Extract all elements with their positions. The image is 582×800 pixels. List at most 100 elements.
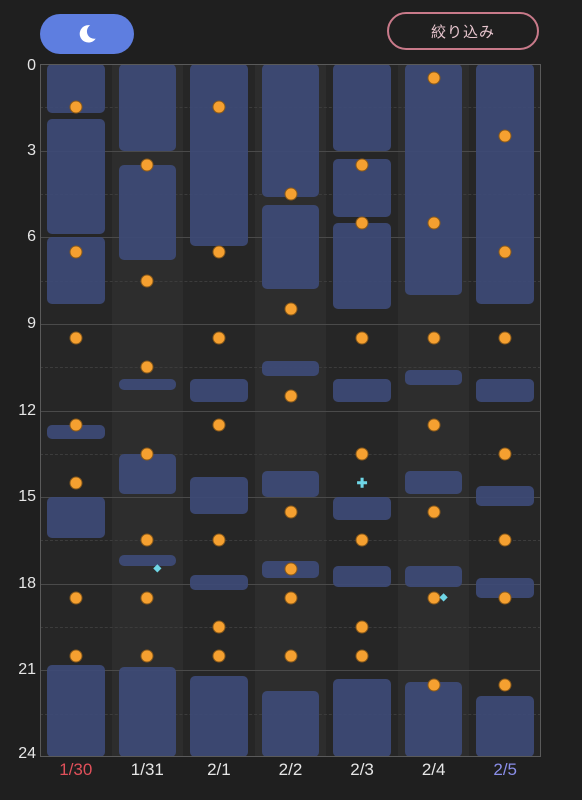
y-axis-label: 24 <box>18 745 36 762</box>
feed-dot[interactable] <box>284 389 297 403</box>
cross-marker-icon[interactable]: ✚ <box>356 475 368 491</box>
feed-dot[interactable] <box>212 649 226 663</box>
feed-dot[interactable] <box>284 562 297 576</box>
sleep-block[interactable] <box>190 64 248 246</box>
feed-dot[interactable] <box>284 302 297 316</box>
feed-dot[interactable] <box>212 100 226 114</box>
feed-dot[interactable] <box>355 331 369 345</box>
sleep-block[interactable] <box>476 485 534 506</box>
sleep-block[interactable] <box>261 64 320 197</box>
sleep-block[interactable] <box>261 690 320 757</box>
feed-dot[interactable] <box>355 533 369 547</box>
feed-dot[interactable] <box>69 418 83 432</box>
sleep-block[interactable] <box>333 566 391 587</box>
sleep-block[interactable] <box>404 566 463 587</box>
day-label: 2/4 <box>421 760 446 779</box>
sleep-block[interactable] <box>333 378 391 402</box>
sleep-block[interactable] <box>47 664 105 757</box>
feed-dot[interactable] <box>498 591 512 605</box>
sleep-block[interactable] <box>261 471 320 498</box>
feed-dot[interactable] <box>284 649 297 663</box>
sleep-block[interactable] <box>118 378 177 391</box>
feed-dot[interactable] <box>427 418 441 432</box>
y-axis-label: 6 <box>27 228 36 246</box>
sleep-block[interactable] <box>404 64 463 295</box>
feed-dot[interactable] <box>427 71 441 85</box>
feed-dot[interactable] <box>140 591 154 605</box>
feed-dot[interactable] <box>355 447 369 461</box>
sleep-block[interactable] <box>476 64 534 304</box>
day-label: 2/2 <box>278 760 303 779</box>
sleep-block[interactable] <box>118 165 177 261</box>
sleep-block[interactable] <box>190 476 248 515</box>
sleep-block[interactable] <box>476 378 534 402</box>
feed-dot[interactable] <box>212 533 226 547</box>
feed-dot[interactable] <box>427 505 441 519</box>
feed-dot[interactable] <box>212 245 226 259</box>
grid-line-minor <box>40 453 541 455</box>
sleep-block[interactable] <box>261 205 320 290</box>
sleep-block[interactable] <box>476 696 534 757</box>
sleep-block[interactable] <box>404 681 463 757</box>
feed-dot[interactable] <box>427 678 441 692</box>
grid-line-minor <box>40 627 541 629</box>
sleep-block[interactable] <box>333 679 391 757</box>
feed-dot[interactable] <box>69 591 83 605</box>
feed-dot[interactable] <box>427 331 441 345</box>
feed-dot[interactable] <box>498 678 512 692</box>
feed-dot[interactable] <box>140 274 154 288</box>
feed-dot[interactable] <box>140 533 154 547</box>
sleep-block[interactable] <box>47 118 105 235</box>
sleep-block[interactable] <box>118 64 177 151</box>
sleep-block[interactable] <box>118 453 177 495</box>
grid-line <box>40 410 541 412</box>
sleep-block[interactable] <box>476 577 534 599</box>
sleep-block[interactable] <box>190 575 248 590</box>
feed-dot[interactable] <box>498 129 512 143</box>
feed-dot[interactable] <box>69 100 83 114</box>
sleep-block[interactable] <box>333 222 391 310</box>
feed-dot[interactable] <box>284 591 297 605</box>
y-axis-label: 9 <box>27 314 36 332</box>
feed-dot[interactable] <box>427 591 441 605</box>
feed-dot[interactable] <box>355 620 369 634</box>
feed-dot[interactable] <box>212 620 226 634</box>
feed-dot[interactable] <box>284 505 297 519</box>
sleep-block[interactable] <box>118 554 177 567</box>
sleep-block[interactable] <box>190 378 248 402</box>
night-mode-toggle[interactable] <box>40 14 134 54</box>
feed-dot[interactable] <box>355 649 369 663</box>
feed-dot[interactable] <box>355 158 369 172</box>
diamond-marker-icon[interactable]: ◆ <box>153 563 162 575</box>
sleep-block[interactable] <box>261 361 320 376</box>
feed-dot[interactable] <box>140 649 154 663</box>
feed-dot[interactable] <box>69 649 83 663</box>
feed-dot[interactable] <box>140 158 154 172</box>
feed-dot[interactable] <box>69 476 83 490</box>
day-label: 1/31 <box>130 760 164 779</box>
filter-button[interactable]: 絞り込み <box>387 12 539 50</box>
sleep-block[interactable] <box>47 497 105 538</box>
sleep-block[interactable] <box>333 64 391 151</box>
feed-dot[interactable] <box>284 187 297 201</box>
sleep-block[interactable] <box>47 424 105 440</box>
feed-dot[interactable] <box>212 418 226 432</box>
diamond-marker-icon[interactable]: ◆ <box>439 592 448 604</box>
sleep-block[interactable] <box>404 370 463 385</box>
feed-dot[interactable] <box>140 447 154 461</box>
feed-dot[interactable] <box>69 331 83 345</box>
feed-dot[interactable] <box>212 331 226 345</box>
feed-dot[interactable] <box>355 216 369 230</box>
sleep-block[interactable] <box>404 471 463 495</box>
feed-dot[interactable] <box>427 216 441 230</box>
feed-dot[interactable] <box>498 331 512 345</box>
sleep-block[interactable] <box>118 667 177 757</box>
feed-dot[interactable] <box>498 245 512 259</box>
sleep-block[interactable] <box>333 497 391 521</box>
feed-dot[interactable] <box>69 245 83 259</box>
sleep-block[interactable] <box>190 676 248 757</box>
feed-dot[interactable] <box>498 447 512 461</box>
moon-icon <box>79 25 96 43</box>
feed-dot[interactable] <box>140 360 154 374</box>
feed-dot[interactable] <box>498 533 512 547</box>
